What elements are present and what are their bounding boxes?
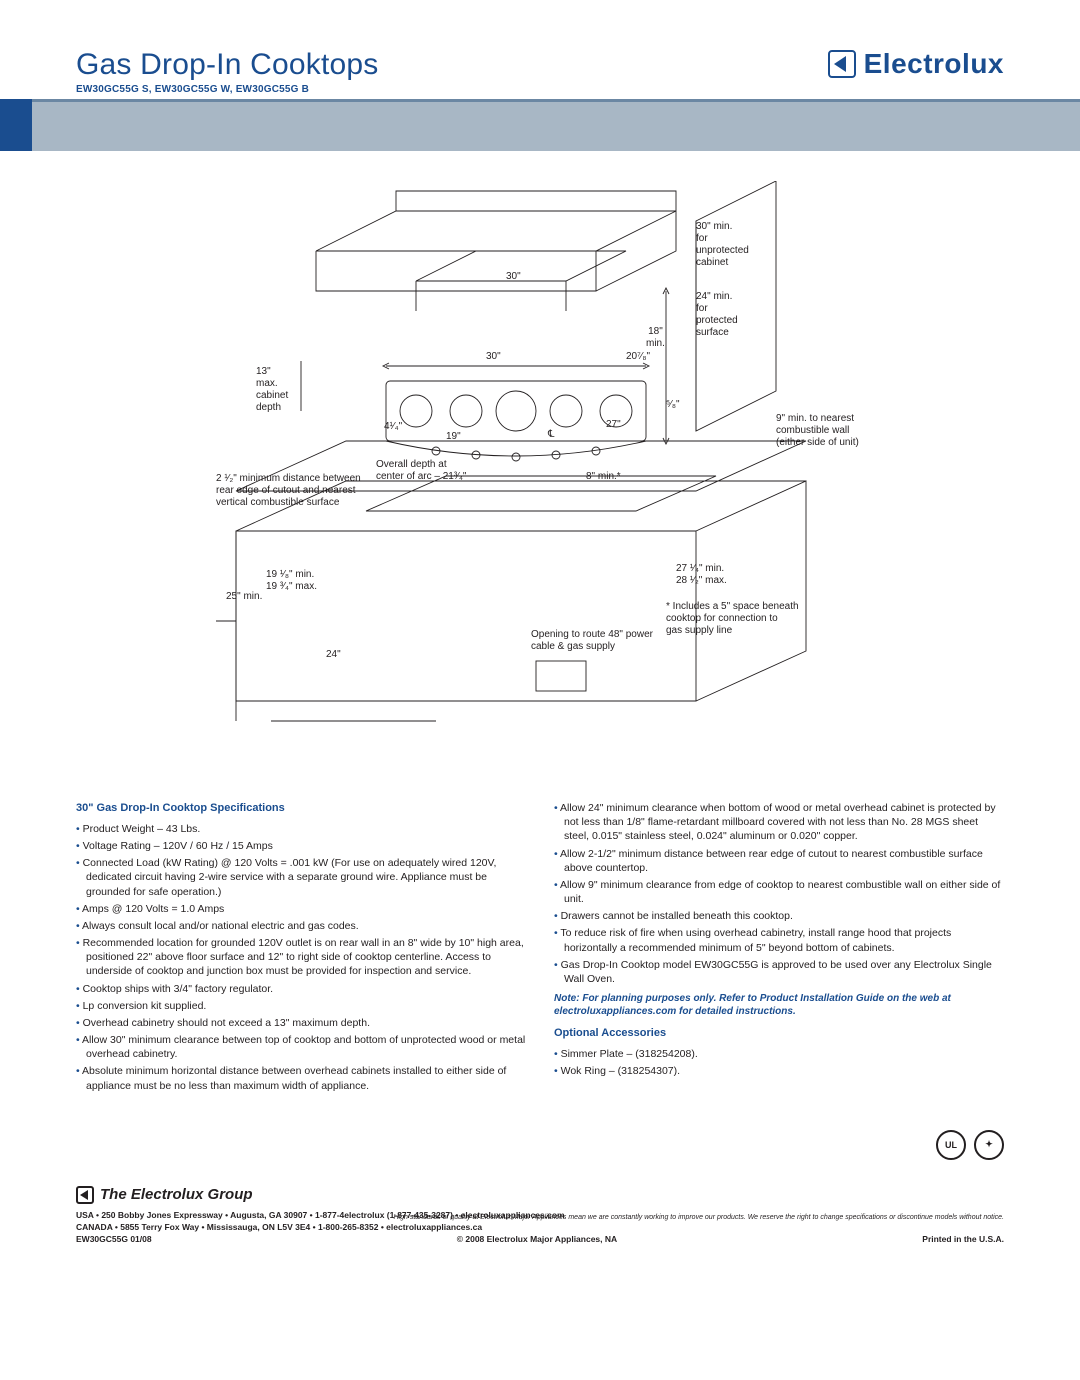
spec-item: Simmer Plate – (318254208). (554, 1047, 1004, 1061)
spec-item: Overhead cabinetry should not exceed a 1… (76, 1016, 526, 1030)
certification-badges: UL ✦ (936, 1130, 1004, 1160)
spec-item: Allow 24" minimum clearance when bottom … (554, 801, 1004, 844)
spec-column-left: 30" Gas Drop-In Cooktop Specifications P… (76, 801, 526, 1096)
spec-item: Lp conversion kit supplied. (76, 999, 526, 1013)
title-block: Gas Drop-In Cooktops EW30GC55G S, EW30GC… (76, 48, 378, 95)
dim-27-1-4: 27 ¹⁄₄" min. 28 ¹⁄₂" max. (676, 563, 727, 587)
dim-4-1-4: 4¹⁄₄" (384, 421, 402, 433)
dim-five-space: * Includes a 5" space beneath cooktop fo… (666, 601, 799, 637)
dim-19: 19" (446, 431, 461, 443)
page: Gas Drop-In Cooktops EW30GC55G S, EW30GC… (0, 0, 1080, 1268)
dim-18min: 18" min. (646, 326, 665, 350)
page-title: Gas Drop-In Cooktops (76, 48, 378, 82)
footer: UL ✦ The Electrolux Group USA • 250 Bobb… (76, 1186, 1004, 1244)
dim-24: 24" (326, 649, 341, 661)
dim-19-1-8: 19 ¹⁄₈" min. 19 ³⁄₄" max. (266, 569, 317, 593)
dim-13-max: 13" max. cabinet depth (256, 366, 288, 414)
dim-5-8: ⁵⁄₈" (666, 399, 680, 411)
spec-item: Allow 2-1/2" minimum distance between re… (554, 847, 1004, 875)
dim-protected: 24" min. for protected surface (696, 291, 738, 339)
dim-centerline: ℄ (548, 429, 554, 441)
dim-hood-30: 30" (506, 271, 521, 283)
electrolux-icon (828, 50, 856, 78)
header-band-accent (0, 99, 32, 151)
spec-item: Drawers cannot be installed beneath this… (554, 909, 1004, 923)
accessories-heading: Optional Accessories (554, 1026, 1004, 1041)
accessories-list: Simmer Plate – (318254208). Wok Ring – (3… (554, 1047, 1004, 1078)
spec-item: Gas Drop-In Cooktop model EW30GC55G is a… (554, 958, 1004, 986)
spec-list-left: Product Weight – 43 Lbs. Voltage Rating –… (76, 822, 526, 1093)
spec-item: Product Weight – 43 Lbs. (76, 822, 526, 836)
footer-code: EW30GC55G 01/08 (76, 1234, 152, 1244)
header-band (32, 99, 1080, 151)
dim-overall-depth: Overall depth at center of arc – 21³⁄₄" (376, 459, 466, 483)
dim-opening: Opening to route 48" power cable & gas s… (531, 629, 653, 653)
spec-item: Amps @ 120 Volts = 1.0 Amps (76, 902, 526, 916)
spec-column-right: Allow 24" minimum clearance when bottom … (554, 801, 1004, 1096)
header: Gas Drop-In Cooktops EW30GC55G S, EW30GC… (76, 48, 1004, 95)
brand-text: Electrolux (864, 48, 1004, 80)
specifications: 30" Gas Drop-In Cooktop Specifications P… (76, 801, 1004, 1096)
footer-printed: Printed in the U.S.A. (922, 1234, 1004, 1244)
spec-list-right: Allow 24" minimum clearance when bottom … (554, 801, 1004, 986)
spec-item: Recommended location for grounded 120V o… (76, 936, 526, 979)
design-cert-badge-icon: ✦ (974, 1130, 1004, 1160)
dim-9-min: 9" min. to nearest combustible wall (eit… (776, 413, 859, 449)
spec-item: Allow 30" minimum clearance between top … (76, 1033, 526, 1061)
spec-item: To reduce risk of fire when using overhe… (554, 926, 1004, 954)
dim-unprotected: 30" min. for unprotected cabinet (696, 221, 749, 269)
footer-address-canada: CANADA • 5855 Terry Fox Way • Mississaug… (76, 1222, 1004, 1234)
dim-2-half: 2 ¹⁄₂" minimum distance between rear edg… (216, 473, 361, 509)
ul-badge-icon: UL (936, 1130, 966, 1160)
model-numbers: EW30GC55G S, EW30GC55G W, EW30GC55G B (76, 84, 378, 95)
spec-item: Cooktop ships with 3/4" factory regulato… (76, 982, 526, 996)
spec-item: Always consult local and/or national ele… (76, 919, 526, 933)
planning-note: Note: For planning purposes only. Refer … (554, 992, 1004, 1018)
group-name: The Electrolux Group (100, 1186, 253, 1203)
electrolux-group-icon (76, 1186, 94, 1204)
footer-copyright: © 2008 Electrolux Major Appliances, NA (457, 1234, 617, 1244)
dim-27: 27" (606, 419, 621, 431)
spec-item: Connected Load (kW Rating) @ 120 Volts =… (76, 856, 526, 899)
dim-8-min: 8" min.* (586, 471, 621, 483)
brand-logo: Electrolux (828, 48, 1004, 80)
dim-25-min: 25" min. (226, 591, 262, 603)
dim-20-7-8: 20⁷⁄₈" (626, 351, 650, 363)
spec-item: Allow 9" minimum clearance from edge of … (554, 878, 1004, 906)
spec-item: Absolute minimum horizontal distance bet… (76, 1064, 526, 1092)
spec-item: Wok Ring – (318254307). (554, 1064, 1004, 1078)
installation-diagram: 30" 30" min. for unprotected cabinet 24"… (136, 181, 1004, 781)
dim-30-top: 30" (486, 351, 501, 363)
spec-item: Voltage Rating – 120V / 60 Hz / 15 Amps (76, 839, 526, 853)
footer-bottom: EW30GC55G 01/08 © 2008 Electrolux Major … (76, 1234, 1004, 1244)
spec-heading: 30" Gas Drop-In Cooktop Specifications (76, 801, 526, 816)
group-line: The Electrolux Group (76, 1186, 1004, 1204)
